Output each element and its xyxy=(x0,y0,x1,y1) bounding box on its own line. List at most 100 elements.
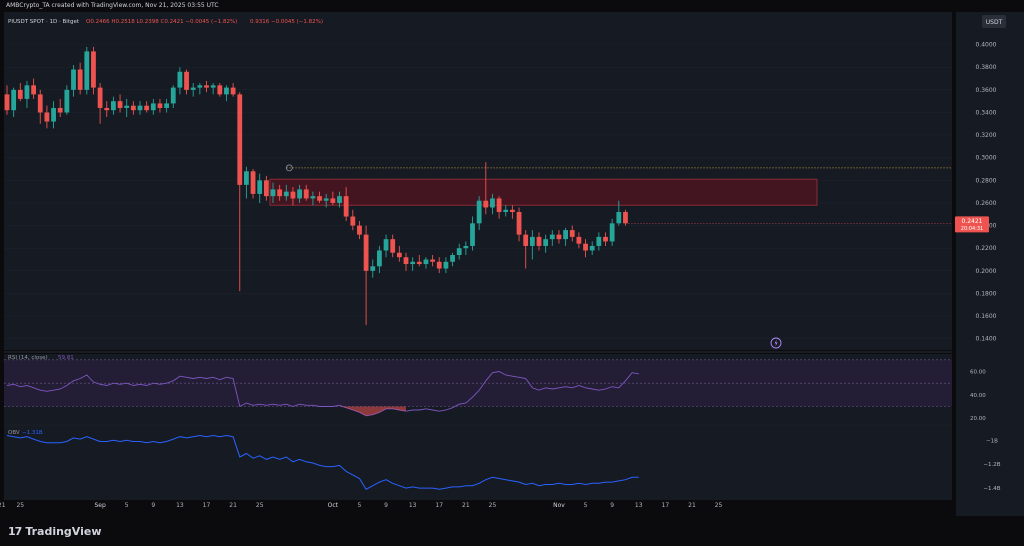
candle-body[interactable] xyxy=(569,230,575,237)
candle-body[interactable] xyxy=(184,71,189,90)
candle-body[interactable] xyxy=(516,212,522,235)
candle-body[interactable] xyxy=(277,189,283,197)
candle-body[interactable] xyxy=(529,236,535,246)
candle-body[interactable] xyxy=(589,245,595,251)
candle-body[interactable] xyxy=(117,101,123,108)
flash-alert-icon[interactable] xyxy=(770,337,782,349)
candle-body[interactable] xyxy=(150,103,156,111)
currency-badge[interactable] xyxy=(982,15,1006,28)
candle-body[interactable] xyxy=(91,51,96,88)
candle-body[interactable] xyxy=(24,85,30,99)
candle-body[interactable] xyxy=(450,254,455,262)
candle-body[interactable] xyxy=(476,200,482,224)
candle-body[interactable] xyxy=(111,101,116,111)
candle-body[interactable] xyxy=(77,69,83,90)
candle-body[interactable] xyxy=(549,234,555,240)
candle-body[interactable] xyxy=(177,71,183,88)
candle-body[interactable] xyxy=(430,259,435,262)
candle-body[interactable] xyxy=(536,236,542,246)
resistance-zone[interactable] xyxy=(269,178,818,206)
candle-body[interactable] xyxy=(97,87,103,108)
candle-body[interactable] xyxy=(496,198,502,213)
candle-body[interactable] xyxy=(57,107,63,113)
candle-body[interactable] xyxy=(270,189,276,197)
candle-body[interactable] xyxy=(523,234,529,246)
candle-body[interactable] xyxy=(257,180,263,194)
candle-body[interactable] xyxy=(317,196,322,201)
candle-body[interactable] xyxy=(463,245,469,249)
candle-body[interactable] xyxy=(224,87,229,95)
candle-body[interactable] xyxy=(250,171,256,194)
candle-body[interactable] xyxy=(490,198,495,208)
price-tag[interactable] xyxy=(955,216,989,233)
candle-body[interactable] xyxy=(470,223,475,246)
candle-body[interactable] xyxy=(297,189,302,199)
candle-body[interactable] xyxy=(4,94,10,111)
symbol-title[interactable]: PIUSDT SPOT · 1D · Bitget xyxy=(8,19,80,25)
candle-body[interactable] xyxy=(31,85,36,95)
candle-body[interactable] xyxy=(410,261,416,265)
candle-body[interactable] xyxy=(37,94,43,113)
candle-body[interactable] xyxy=(623,212,628,224)
candle-body[interactable] xyxy=(396,252,402,258)
price-axis[interactable] xyxy=(956,12,1024,516)
tradingview-logo[interactable]: 17 TradingView xyxy=(8,524,102,538)
candle-body[interactable] xyxy=(323,198,329,201)
candle-body[interactable] xyxy=(137,105,143,111)
level-marker-icon[interactable] xyxy=(285,164,293,172)
candle-body[interactable] xyxy=(164,103,169,108)
candle-body[interactable] xyxy=(390,239,396,253)
candle-body[interactable] xyxy=(170,87,176,104)
candle-body[interactable] xyxy=(130,105,136,111)
candle-body[interactable] xyxy=(197,85,203,88)
candle-body[interactable] xyxy=(237,94,243,185)
candle-body[interactable] xyxy=(443,261,449,269)
candle-body[interactable] xyxy=(350,216,356,226)
candle-body[interactable] xyxy=(217,85,223,95)
candle-body[interactable] xyxy=(51,107,56,122)
candle-body[interactable] xyxy=(283,191,289,197)
candle-body[interactable] xyxy=(310,196,316,199)
candle-body[interactable] xyxy=(363,234,369,271)
candle-body[interactable] xyxy=(204,85,209,88)
candle-body[interactable] xyxy=(583,243,588,251)
candle-body[interactable] xyxy=(157,103,163,108)
candle-body[interactable] xyxy=(556,234,562,240)
candle-body[interactable] xyxy=(190,87,196,90)
candle-body[interactable] xyxy=(263,180,269,197)
candle-body[interactable] xyxy=(603,236,608,242)
candle-body[interactable] xyxy=(210,85,216,88)
candle-body[interactable] xyxy=(616,212,622,224)
candle-body[interactable] xyxy=(144,105,150,111)
candle-body[interactable] xyxy=(576,236,582,244)
candle-body[interactable] xyxy=(337,196,342,203)
candle-body[interactable] xyxy=(456,248,462,255)
candle-body[interactable] xyxy=(104,107,110,111)
candle-body[interactable] xyxy=(303,189,309,199)
candle-body[interactable] xyxy=(244,171,249,185)
candle-body[interactable] xyxy=(483,200,489,208)
candle-body[interactable] xyxy=(64,89,70,113)
candle-body[interactable] xyxy=(510,209,515,213)
candle-body[interactable] xyxy=(343,196,349,217)
candle-body[interactable] xyxy=(503,209,509,213)
candle-body[interactable] xyxy=(609,223,615,242)
candle-body[interactable] xyxy=(230,87,236,95)
candle-body[interactable] xyxy=(403,257,409,265)
candle-body[interactable] xyxy=(423,259,429,265)
candle-body[interactable] xyxy=(436,261,442,269)
chart-canvas[interactable]: 0.4000 0.3800 0.3600 0.3400 0.3200 0.3000 0.28… xyxy=(0,0,1024,516)
candle-body[interactable] xyxy=(563,230,568,240)
candle-body[interactable] xyxy=(357,225,362,235)
candle-body[interactable] xyxy=(71,69,76,90)
candle-body[interactable] xyxy=(416,261,422,265)
candle-body[interactable] xyxy=(383,239,389,251)
candle-body[interactable] xyxy=(84,51,90,90)
obv-panel[interactable] xyxy=(4,426,952,500)
candle-body[interactable] xyxy=(377,250,382,267)
candle-body[interactable] xyxy=(290,191,296,199)
candle-body[interactable] xyxy=(11,89,17,111)
obv-line[interactable] xyxy=(6,434,639,490)
rsi-line[interactable] xyxy=(6,371,639,417)
candle-body[interactable] xyxy=(44,112,50,122)
